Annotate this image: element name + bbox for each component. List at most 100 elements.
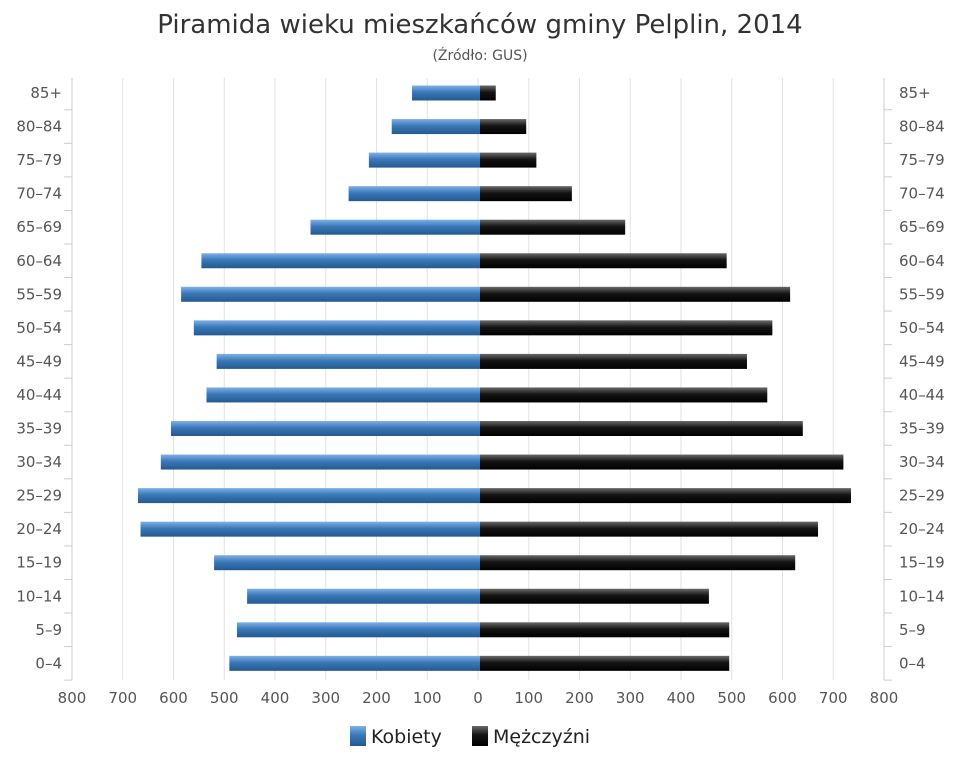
x-tick-label: 600 bbox=[768, 689, 797, 707]
bar-mezczyzni[interactable] bbox=[480, 454, 844, 470]
bar-mezczyzni[interactable] bbox=[480, 320, 773, 336]
x-tick-label: 0 bbox=[473, 689, 483, 707]
bar-mezczyzni[interactable] bbox=[480, 286, 791, 302]
bar-kobiety[interactable] bbox=[236, 622, 480, 638]
bar-kobiety[interactable] bbox=[216, 353, 480, 369]
x-tick-label: 300 bbox=[311, 689, 340, 707]
y-tick-label-left: 30–34 bbox=[16, 453, 62, 471]
axes bbox=[64, 78, 892, 681]
x-tick-label: 300 bbox=[616, 689, 645, 707]
bar-kobiety[interactable] bbox=[160, 454, 480, 470]
y-tick-label-right: 30–34 bbox=[899, 453, 945, 471]
y-tick-label-right: 65–69 bbox=[899, 218, 945, 236]
y-tick-label-right: 60–64 bbox=[899, 252, 945, 270]
y-tick-label-right: 75–79 bbox=[899, 151, 945, 169]
bar-mezczyzni[interactable] bbox=[480, 353, 747, 369]
bar-mezczyzni[interactable] bbox=[480, 119, 527, 135]
bar-kobiety[interactable] bbox=[206, 387, 481, 403]
y-tick-label-left: 85+ bbox=[30, 84, 62, 102]
x-tick-label: 200 bbox=[362, 689, 391, 707]
x-tick-label: 100 bbox=[413, 689, 442, 707]
bar-kobiety[interactable] bbox=[181, 286, 481, 302]
y-tick-label-right: 40–44 bbox=[899, 386, 945, 404]
y-tick-label-right: 5–9 bbox=[899, 621, 926, 639]
bar-mezczyzni[interactable] bbox=[480, 152, 537, 168]
legend: Kobiety Mężczyźni bbox=[350, 726, 590, 748]
y-tick-label-right: 50–54 bbox=[899, 319, 945, 337]
y-tick-label-right: 80–84 bbox=[899, 118, 945, 136]
legend-swatch-kobiety[interactable] bbox=[350, 726, 366, 746]
bar-mezczyzni[interactable] bbox=[480, 387, 768, 403]
y-tick-label-left: 20–24 bbox=[16, 520, 62, 538]
legend-label-mezczyzni[interactable]: Mężczyźni bbox=[493, 726, 590, 748]
bar-mezczyzni[interactable] bbox=[480, 622, 730, 638]
chart-subtitle: (Źródło: GUS) bbox=[432, 46, 527, 64]
y-tick-label-right: 15–19 bbox=[899, 554, 945, 572]
bar-kobiety[interactable] bbox=[412, 85, 480, 101]
bar-kobiety[interactable] bbox=[368, 152, 480, 168]
bar-kobiety[interactable] bbox=[193, 320, 481, 336]
x-tick-label: 700 bbox=[108, 689, 137, 707]
bar-mezczyzni[interactable] bbox=[480, 555, 796, 571]
bar-kobiety[interactable] bbox=[391, 119, 480, 135]
bar-mezczyzni[interactable] bbox=[480, 521, 819, 537]
bar-kobiety[interactable] bbox=[214, 555, 480, 571]
bar-kobiety[interactable] bbox=[201, 253, 480, 269]
bar-mezczyzni[interactable] bbox=[480, 588, 709, 604]
bar-kobiety[interactable] bbox=[137, 488, 480, 504]
y-tick-label-left: 50–54 bbox=[16, 319, 62, 337]
bar-mezczyzni[interactable] bbox=[480, 85, 496, 101]
bar-mezczyzni[interactable] bbox=[480, 253, 727, 269]
y-tick-label-right: 25–29 bbox=[899, 487, 945, 505]
bar-mezczyzni[interactable] bbox=[480, 421, 803, 436]
y-tick-label-right: 70–74 bbox=[899, 185, 945, 203]
y-tick-label-right: 55–59 bbox=[899, 285, 945, 303]
y-tick-label-left: 75–79 bbox=[16, 151, 62, 169]
y-tick-label-left: 55–59 bbox=[16, 285, 62, 303]
y-tick-label-left: 65–69 bbox=[16, 218, 62, 236]
bar-kobiety[interactable] bbox=[247, 588, 480, 604]
y-tick-label-right: 45–49 bbox=[899, 352, 945, 370]
x-axis-labels: 800 700 600 500 400 300 200 100 0 100 200 300 400 500… bbox=[58, 689, 899, 707]
bar-kobiety[interactable] bbox=[348, 186, 480, 202]
y-tick-label-left: 25–29 bbox=[16, 487, 62, 505]
y-axis-labels: 85+ 85+ 80–84 80–84 75–79 75–79 70–74 70–74 65–6… bbox=[16, 84, 944, 672]
bar-kobiety[interactable] bbox=[310, 219, 480, 235]
y-tick-label-left: 5–9 bbox=[35, 621, 62, 639]
bar-mezczyzni[interactable] bbox=[480, 655, 730, 671]
y-tick-label-left: 15–19 bbox=[16, 554, 62, 572]
x-tick-label: 500 bbox=[717, 689, 746, 707]
bars bbox=[137, 85, 852, 671]
y-tick-label-right: 35–39 bbox=[899, 420, 945, 438]
bar-kobiety[interactable] bbox=[140, 521, 480, 537]
bar-mezczyzni[interactable] bbox=[480, 219, 626, 235]
y-tick-label-right: 10–14 bbox=[899, 587, 945, 605]
y-tick-label-left: 80–84 bbox=[16, 118, 62, 136]
x-tick-label: 400 bbox=[667, 689, 696, 707]
bar-mezczyzni[interactable] bbox=[480, 186, 572, 202]
y-tick-label-left: 60–64 bbox=[16, 252, 62, 270]
y-tick-label-left: 45–49 bbox=[16, 352, 62, 370]
chart-title: Piramida wieku mieszkańców gminy Pelplin… bbox=[157, 10, 802, 40]
bar-kobiety[interactable] bbox=[170, 421, 480, 436]
legend-swatch-mezczyzni[interactable] bbox=[472, 726, 488, 746]
x-tick-label: 600 bbox=[159, 689, 188, 707]
x-tick-label: 800 bbox=[58, 689, 87, 707]
y-tick-label-left: 35–39 bbox=[16, 420, 62, 438]
y-tick-label-left: 0–4 bbox=[35, 654, 62, 672]
x-tick-label: 700 bbox=[819, 689, 848, 707]
y-tick-label-left: 10–14 bbox=[16, 587, 62, 605]
y-tick-label-right: 0–4 bbox=[899, 654, 926, 672]
x-tick-label: 200 bbox=[565, 689, 594, 707]
bar-mezczyzni[interactable] bbox=[480, 488, 852, 504]
bar-kobiety[interactable] bbox=[229, 655, 480, 671]
x-tick-label: 400 bbox=[261, 689, 290, 707]
y-tick-label-left: 40–44 bbox=[16, 386, 62, 404]
legend-label-kobiety[interactable]: Kobiety bbox=[371, 726, 442, 748]
x-tick-label: 100 bbox=[514, 689, 543, 707]
y-tick-label-left: 70–74 bbox=[16, 185, 62, 203]
y-tick-label-right: 20–24 bbox=[899, 520, 945, 538]
x-tick-label: 500 bbox=[210, 689, 239, 707]
y-tick-label-right: 85+ bbox=[899, 84, 931, 102]
